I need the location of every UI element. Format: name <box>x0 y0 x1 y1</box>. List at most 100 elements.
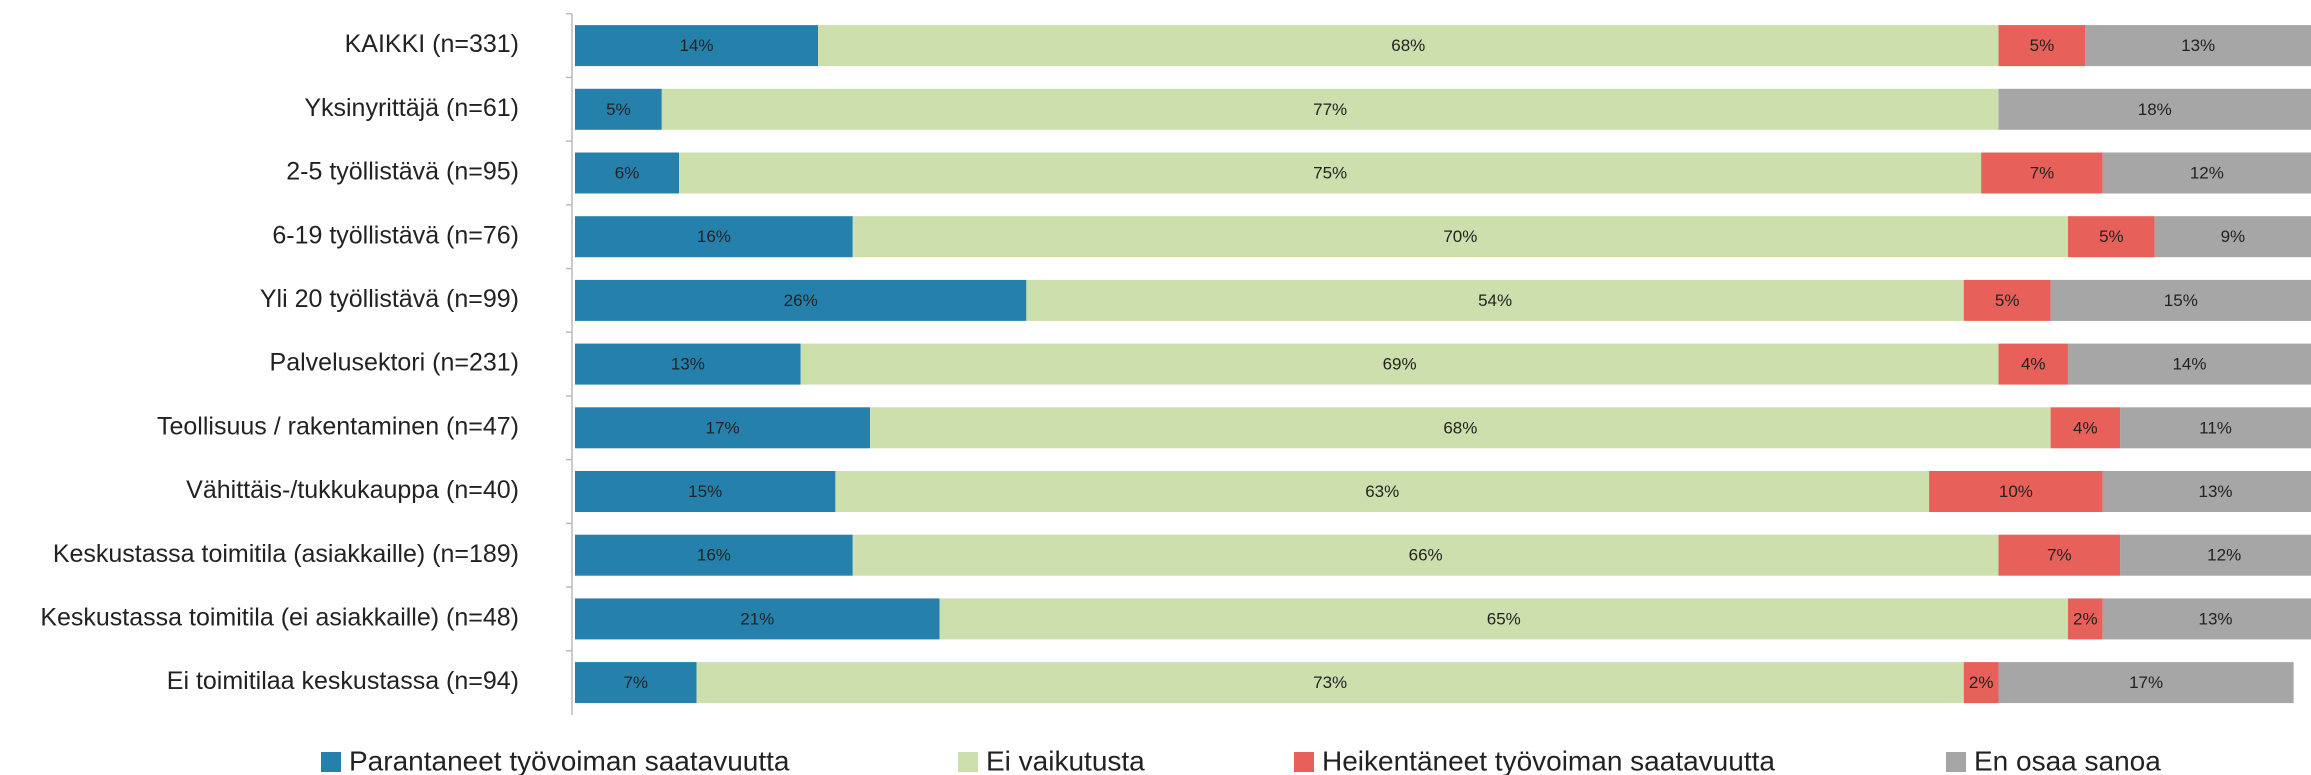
category-label: KAIKKI (n=331) <box>345 30 519 58</box>
data-label: 14% <box>2172 355 2206 374</box>
bar-segment <box>2154 216 2311 258</box>
data-label: 11% <box>2199 418 2232 437</box>
legend-swatch <box>958 752 978 772</box>
bar-segment <box>800 343 1999 385</box>
data-label: 68% <box>1391 36 1425 55</box>
data-label: 13% <box>2199 482 2233 501</box>
bar-segment <box>1929 471 2103 512</box>
bar-segment <box>575 598 940 640</box>
legend-label: Ei vaikutusta <box>986 745 1145 775</box>
bar-segment <box>2120 407 2311 449</box>
bar-segment <box>2102 152 2311 194</box>
category-label: Vähittäis-/tukkukauppa (n=40) <box>186 476 519 504</box>
bar-segment <box>2102 598 2311 640</box>
legend-swatch <box>1946 752 1966 772</box>
data-label: 4% <box>2073 418 2098 437</box>
legend-swatch <box>321 752 341 772</box>
data-label: 17% <box>2129 673 2163 692</box>
bar-segment <box>575 25 819 67</box>
bar-segment <box>2067 343 2311 385</box>
bar-segment <box>575 216 853 258</box>
legend-label: Parantaneet työvoiman saatavuutta <box>349 745 790 775</box>
bar-segment <box>1998 88 2311 130</box>
data-label: 10% <box>1999 482 2033 501</box>
data-label: 5% <box>606 100 631 119</box>
data-label: 7% <box>2030 163 2055 182</box>
bar-segment <box>939 598 2068 640</box>
data-label: 70% <box>1443 227 1477 246</box>
data-label: 65% <box>1487 609 1521 628</box>
data-label: 63% <box>1365 482 1399 501</box>
bar-segment <box>2120 534 2311 576</box>
category-label: Yli 20 työllistävä (n=99) <box>260 285 519 313</box>
data-label: 73% <box>1313 673 1347 692</box>
data-label: 26% <box>784 291 818 310</box>
category-label: Teollisuus / rakentaminen (n=47) <box>157 412 519 440</box>
data-label: 9% <box>2221 227 2246 246</box>
data-label: 14% <box>680 36 714 55</box>
data-label: 75% <box>1313 163 1347 182</box>
data-label: 18% <box>2138 100 2172 119</box>
legend-label: Heikentäneet työvoiman saatavuutta <box>1322 745 1775 775</box>
bar-segment <box>835 471 1930 512</box>
data-label: 77% <box>1313 100 1347 119</box>
bar-segment <box>575 88 662 130</box>
data-label: 2% <box>2073 609 2098 628</box>
data-label: 5% <box>2099 227 2124 246</box>
bar-segment <box>575 343 801 385</box>
category-label: 6-19 työllistävä (n=76) <box>272 221 519 249</box>
category-label: 2-5 työllistävä (n=95) <box>286 158 519 186</box>
bar-segment <box>1998 343 2068 385</box>
bar-segment <box>575 534 853 576</box>
bar-segment <box>2050 279 2311 321</box>
bar-segment <box>2102 471 2311 512</box>
category-label: Palvelusektori (n=231) <box>270 349 519 377</box>
bar-segment <box>575 407 871 449</box>
bar-segment <box>818 25 1999 67</box>
data-label: 12% <box>2207 546 2241 565</box>
bar-segment <box>1026 279 1964 321</box>
legend-swatch <box>1294 752 1314 772</box>
bar-segment <box>1998 534 2121 576</box>
category-label: Ei toimitilaa keskustassa (n=94) <box>167 667 519 695</box>
data-label: 5% <box>1995 291 2020 310</box>
bar-segment <box>2050 407 2121 449</box>
category-label: Keskustassa toimitila (ei asiakkaille) (… <box>40 604 519 632</box>
bar-segment <box>1963 279 2051 321</box>
data-label: 13% <box>2199 609 2233 628</box>
bar-segment <box>852 534 1999 576</box>
data-label: 13% <box>2181 36 2215 55</box>
data-label: 2% <box>1969 673 1994 692</box>
data-label: 54% <box>1478 291 1512 310</box>
bar-segment <box>1998 662 2294 704</box>
data-label: 68% <box>1443 418 1477 437</box>
data-label: 4% <box>2021 355 2046 374</box>
bar-segment <box>575 152 680 194</box>
legend-label: En osaa sanoa <box>1974 745 2161 775</box>
bar-segment <box>679 152 1982 194</box>
data-label: 7% <box>623 673 648 692</box>
bar-segment <box>2067 598 2103 640</box>
bar-segment <box>1963 662 1999 704</box>
bar-segment <box>1981 152 2103 194</box>
data-label: 13% <box>671 355 705 374</box>
data-label: 16% <box>697 227 731 246</box>
bar-segment <box>696 662 1964 704</box>
bar-segment <box>661 88 1999 130</box>
data-label: 15% <box>688 482 722 501</box>
data-label: 6% <box>615 163 640 182</box>
data-label: 16% <box>697 546 731 565</box>
data-label: 17% <box>706 418 740 437</box>
bar-segment <box>852 216 2068 258</box>
data-label: 15% <box>2164 291 2198 310</box>
bar-segment <box>575 471 836 512</box>
bar-segment <box>2085 25 2311 67</box>
bar-segment <box>575 662 697 704</box>
data-label: 66% <box>1409 546 1443 565</box>
bar-segment <box>2067 216 2155 258</box>
bar-segment <box>575 279 1027 321</box>
bar-segment <box>1998 25 2086 67</box>
data-label: 69% <box>1383 355 1417 374</box>
data-label: 21% <box>740 609 774 628</box>
